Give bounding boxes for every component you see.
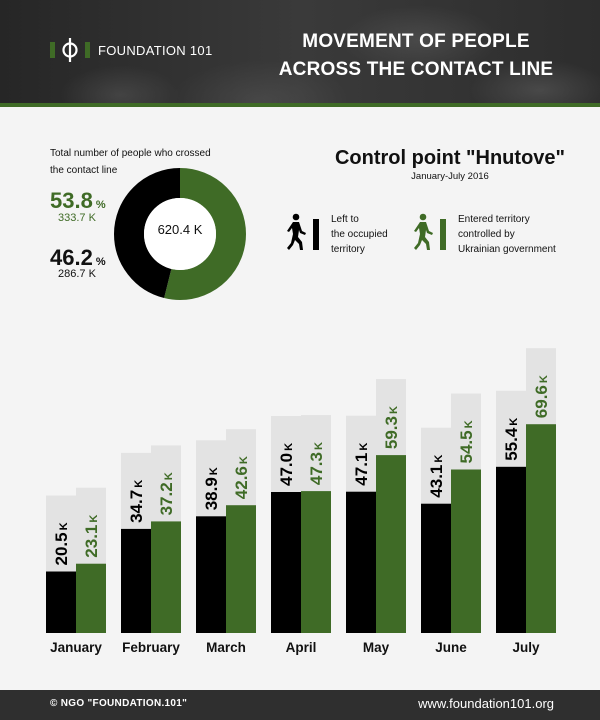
- legend-left-line-3: territory: [331, 244, 365, 255]
- bar-chart: 20.5K 23.1K 34.7K 37.2K 38.9K 42.6K 47.0K 47.3K…: [46, 348, 556, 633]
- bar-label-background: [421, 427, 451, 504]
- bar-label-background: [346, 415, 376, 492]
- entered-percent-value: 53.8: [50, 188, 93, 213]
- control-point-title: Control point "Hnutove": [334, 147, 566, 169]
- bar-label-background: [451, 393, 481, 470]
- bar-label-background: [496, 390, 526, 467]
- bar-label-background: [301, 415, 331, 492]
- bar-label-background: [271, 416, 301, 492]
- left-percent-value: 46.2: [50, 245, 93, 270]
- bar-left-may: [346, 491, 376, 633]
- bar-value-label: 42.6K: [232, 456, 251, 499]
- bar-value-label: 69.6K: [532, 375, 551, 418]
- bar-value-label: 34.7K: [127, 480, 146, 523]
- left-percent-sign: %: [95, 256, 106, 268]
- bar-label-background: [46, 495, 76, 572]
- bar-left-july: [496, 466, 526, 633]
- bar-value-label: 47.0K: [277, 443, 296, 486]
- bar-value-label: 59.3K: [382, 406, 401, 449]
- bar-value-label: 55.4K: [502, 418, 521, 461]
- bar-left-march: [196, 516, 226, 633]
- month-label-march: March: [206, 640, 246, 655]
- month-label-january: January: [50, 640, 102, 655]
- logo: FOUNDATION 101: [48, 38, 212, 62]
- bar-entered-april: [301, 491, 331, 633]
- bar-label-background: [151, 445, 181, 522]
- walking-person-black-icon: [287, 213, 319, 250]
- legend-entered-line-3: Ukrainian government: [458, 244, 556, 255]
- legend-entered-label: Entered territory controlled by Ukrainia…: [458, 212, 556, 257]
- month-label-april: April: [285, 640, 317, 655]
- bar-value-label: 20.5K: [52, 522, 71, 565]
- bar-value-label: 38.9K: [202, 467, 221, 510]
- month-label-june: June: [435, 640, 467, 655]
- foundation-logo-icon: [50, 38, 90, 62]
- page-title: MOVEMENT OF PEOPLE ACROSS THE CONTACT LI…: [276, 28, 556, 84]
- logo-text: FOUNDATION 101: [98, 42, 213, 58]
- bar-label-background: [121, 452, 151, 529]
- legend-left-line-1: Left to: [331, 214, 359, 225]
- bar-label-background: [76, 487, 106, 564]
- donut-total: 620.4 K: [157, 222, 203, 237]
- bar-label-background: [376, 379, 406, 456]
- control-point-period: January-July 2016: [411, 171, 489, 182]
- bar-left-june: [421, 503, 451, 633]
- total-label-line-1: Total number of people who crossed: [50, 148, 211, 159]
- bar-label-background: [526, 348, 556, 425]
- bar-entered-july: [526, 424, 556, 633]
- total-label: Total number of people who crossed the c…: [50, 145, 240, 179]
- month-label-february: February: [122, 640, 180, 655]
- total-label-line-2: the contact line: [50, 165, 118, 176]
- donut-hole: [144, 198, 216, 270]
- bar-value-label: 37.2K: [157, 472, 176, 515]
- bar-value-label: 47.3K: [307, 442, 326, 485]
- entered-percent-sign: %: [95, 199, 106, 211]
- bar-value-label: 47.1K: [352, 443, 371, 486]
- header-photo: [0, 0, 600, 103]
- legend-entered-line-2: controlled by: [458, 229, 515, 240]
- left-count: 286.7 K: [58, 268, 96, 280]
- footer-copyright: © NGO "FOUNDATION.101": [50, 698, 188, 709]
- bar-entered-march: [226, 505, 256, 633]
- bar-value-label: 54.5K: [457, 420, 476, 463]
- bar-entered-june: [451, 469, 481, 633]
- header-accent-bar: [0, 103, 600, 107]
- legend-left-line-2: the occupied: [331, 229, 388, 240]
- month-label-may: May: [362, 640, 390, 655]
- title-line-2: ACROSS THE CONTACT LINE: [278, 59, 554, 80]
- bar-left-february: [121, 528, 151, 633]
- footer-website-link[interactable]: www.foundation101.org: [418, 696, 554, 711]
- entered-percent: 53.8%: [50, 188, 106, 214]
- legend-entered-line-1: Entered territory: [458, 214, 530, 225]
- bar-left-january: [46, 571, 76, 633]
- bar-value-label: 43.1K: [427, 455, 446, 498]
- bar-entered-january: [76, 563, 106, 633]
- donut-chart: [114, 168, 246, 300]
- bar-left-april: [271, 492, 301, 633]
- header-banner: FOUNDATION 101 MOVEMENT OF PEOPLE ACROSS…: [0, 0, 600, 103]
- legend-entered: Entered territory controlled by Ukrainia…: [410, 212, 556, 257]
- month-label-july: July: [512, 640, 540, 655]
- left-percent: 46.2%: [50, 245, 106, 271]
- title-line-1: MOVEMENT OF PEOPLE: [302, 31, 530, 52]
- walking-person-green-icon: [414, 213, 446, 250]
- bar-value-label: 23.1K: [82, 515, 101, 558]
- bar-entered-may: [376, 455, 406, 633]
- bar-label-background: [196, 440, 226, 517]
- footer: © NGO "FOUNDATION.101" www.foundation101…: [0, 690, 600, 720]
- legend-left: Left to the occupied territory: [283, 212, 388, 257]
- donut-slice-left: [114, 168, 246, 300]
- bar-entered-february: [151, 521, 181, 633]
- entered-count: 333.7 K: [58, 212, 96, 224]
- bar-label-background: [226, 429, 256, 506]
- legend-left-label: Left to the occupied territory: [331, 212, 388, 257]
